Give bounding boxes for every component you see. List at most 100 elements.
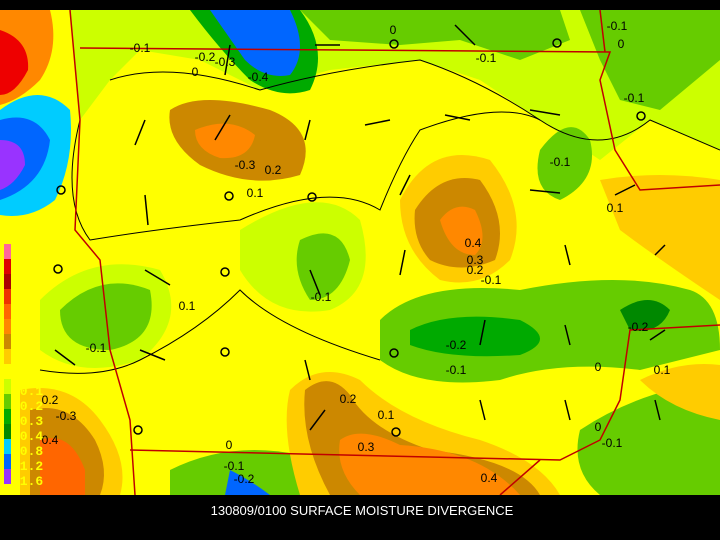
zone <box>0 30 29 95</box>
legend-swatch <box>4 259 11 274</box>
legend-label: -0.4 <box>12 429 43 444</box>
wind-barb <box>224 44 231 76</box>
state-border <box>129 324 720 461</box>
contour-label: 0.4 <box>42 433 59 447</box>
state-borders <box>69 9 720 496</box>
wind-barb <box>214 114 231 141</box>
contour-label: -0.2 <box>628 320 649 334</box>
zone <box>339 433 520 495</box>
wind-barb <box>654 244 666 256</box>
legend-label: -0.1 <box>12 384 43 399</box>
legend-label: -0.2 <box>12 399 43 414</box>
contour-label: 0.1 <box>654 363 671 377</box>
legend-label: 0.1 <box>12 354 36 369</box>
legend-swatch <box>4 394 11 409</box>
zone <box>296 233 350 300</box>
contour <box>109 59 720 151</box>
legend-swatch <box>4 364 11 379</box>
wind-barb <box>309 409 326 431</box>
wind-barb <box>54 349 76 366</box>
contour-label: -0.3 <box>215 55 236 69</box>
contour-label: 0 <box>595 420 602 434</box>
station <box>391 427 401 437</box>
wind-barb <box>304 119 311 141</box>
field <box>0 10 720 495</box>
wind-barb <box>134 119 146 146</box>
zone <box>537 127 592 200</box>
wind-barb <box>654 399 661 421</box>
wind-barb <box>479 399 486 421</box>
contour-label: -0.2 <box>446 338 467 352</box>
legend-label: 0.0 <box>12 369 36 384</box>
wind-barb <box>364 119 391 126</box>
contour-label: 0 <box>595 360 602 374</box>
legend-label: 0.4 <box>12 309 36 324</box>
state-border <box>69 9 136 496</box>
contour-label: 0.3 <box>358 440 375 454</box>
contour-label: -0.1 <box>130 41 151 55</box>
wind-barb <box>564 399 571 421</box>
wind-barb <box>454 24 476 46</box>
wind-barbs <box>54 24 666 431</box>
legend-label: -1.2 <box>12 459 43 474</box>
contour-label: -0.1 <box>550 155 571 169</box>
zone <box>600 175 720 300</box>
contour <box>71 111 541 241</box>
wind-barb <box>444 114 471 121</box>
contour-label: 0.4 <box>481 471 498 485</box>
legend-label: 0.3 <box>12 324 36 339</box>
legend-label: 1.2 <box>12 279 36 294</box>
legend-label: -1.6 <box>12 474 43 489</box>
contour-label: -0.1 <box>224 459 245 473</box>
wind-barb <box>144 194 149 226</box>
zone <box>40 438 85 495</box>
wind-barb <box>564 324 571 346</box>
legend-swatch <box>4 349 11 364</box>
wind-barb <box>304 359 311 381</box>
contour-labels: -0.1-0.20-0.3-0.40-0.1-0.10-0.1-0.10.1-0… <box>42 19 671 486</box>
wind-barb <box>614 184 636 196</box>
zone <box>410 316 540 357</box>
wind-barb <box>529 109 561 116</box>
wind-barb <box>144 269 171 286</box>
zone <box>195 123 255 159</box>
wind-barb <box>529 189 561 194</box>
legend-swatch <box>4 289 11 304</box>
contour-label: 0 <box>618 37 625 51</box>
contour-label: 0.2 <box>265 163 282 177</box>
legend-swatch <box>4 424 11 439</box>
contour-label: -0.1 <box>86 341 107 355</box>
contour-label: -0.3 <box>235 158 256 172</box>
wind-barb <box>564 244 571 266</box>
wind-barb <box>399 249 406 276</box>
contour-label: -0.1 <box>476 51 497 65</box>
zone <box>620 300 670 331</box>
legend-label: -0.8 <box>12 444 43 459</box>
contour-label: -0.1 <box>607 19 628 33</box>
zone <box>170 450 300 495</box>
legend-label: 0.8 <box>12 294 36 309</box>
station <box>389 39 399 49</box>
contour-label: 0.2 <box>42 393 59 407</box>
zone <box>300 10 570 60</box>
state-border <box>79 47 720 191</box>
contour-label: -0.2 <box>234 472 255 486</box>
zone <box>640 364 720 420</box>
contour-label: 0 <box>226 438 233 452</box>
contour-label: 0.4 <box>465 236 482 250</box>
contour-label: 0.1 <box>179 299 196 313</box>
contour-label: 0.1 <box>378 408 395 422</box>
contour-label: -0.3 <box>56 409 77 423</box>
wind-barb <box>309 269 321 296</box>
wind-barb <box>649 329 666 341</box>
legend-swatch <box>4 244 11 259</box>
zone <box>0 140 25 190</box>
station <box>220 267 230 277</box>
legend-swatch <box>4 409 11 424</box>
contour-label: -0.4 <box>248 70 269 84</box>
contour-label: -0.1 <box>602 436 623 450</box>
legend-swatch <box>4 379 11 394</box>
contour-label: 0.1 <box>607 201 624 215</box>
